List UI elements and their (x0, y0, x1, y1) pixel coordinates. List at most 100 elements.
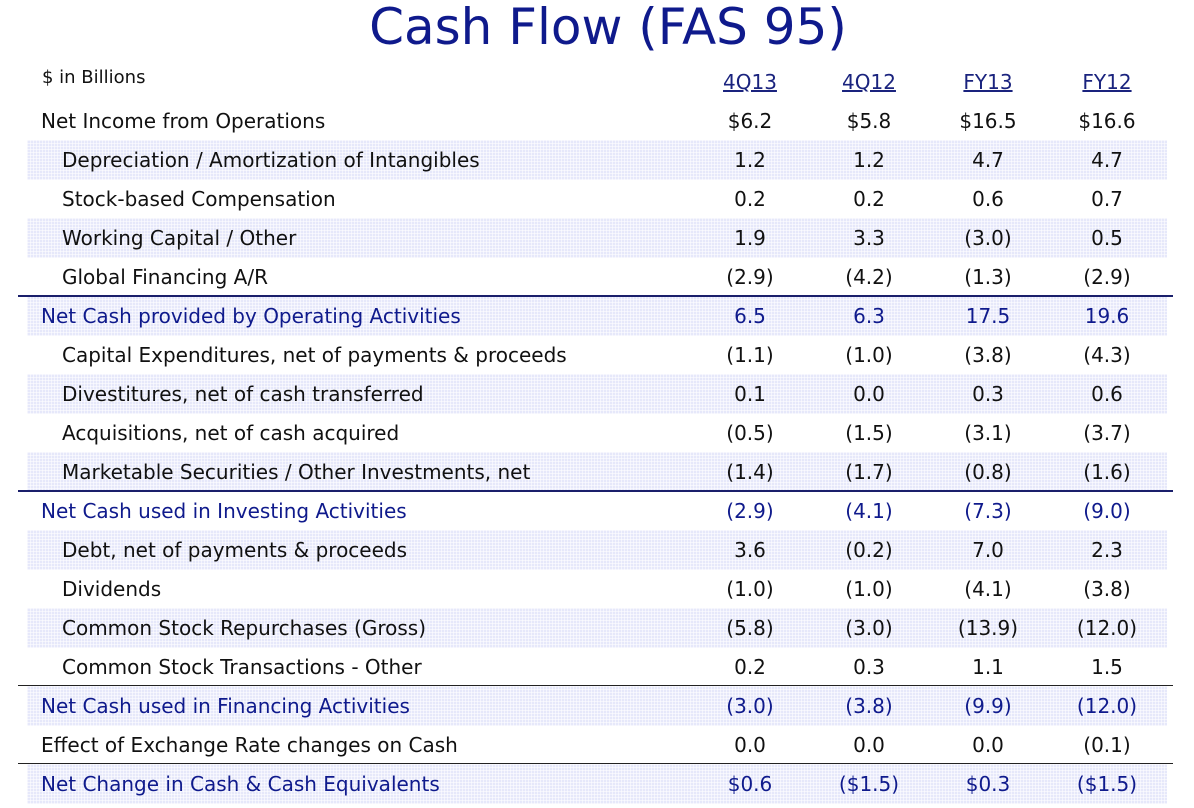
cell-fy13: (7.3) (964, 499, 1012, 523)
cell-fy13: 0.0 (972, 733, 1004, 757)
cell-fy12: 0.5 (1091, 226, 1123, 250)
cell-fy12: ($1.5) (1076, 772, 1138, 796)
cell-4q12: 3.3 (853, 226, 885, 250)
cell-4q12: (3.0) (845, 616, 893, 640)
section-divider (18, 490, 1173, 492)
table-row: Global Financing A/R (2.9) (4.2) (1.3) (2.9) (27, 257, 1167, 297)
row-label: Capital Expenditures, net of payments & … (62, 343, 567, 367)
cell-4q12: (1.5) (845, 421, 893, 445)
page-title: Cash Flow (FAS 95) (369, 0, 847, 56)
cell-fy13: (1.3) (964, 265, 1012, 289)
cell-fy13: (3.1) (964, 421, 1012, 445)
cell-4q12: 0.2 (853, 187, 885, 211)
row-label: Marketable Securities / Other Investment… (62, 460, 531, 484)
row-label: Acquisitions, net of cash acquired (62, 421, 400, 445)
cell-fy12: 4.7 (1091, 148, 1123, 172)
cell-4q13: $0.6 (727, 772, 773, 796)
row-label: Divestitures, net of cash transferred (62, 382, 424, 406)
table-row: Effect of Exchange Rate changes on Cash 0… (27, 725, 1167, 765)
cell-4q13: 1.2 (734, 148, 766, 172)
cell-4q12: ($1.5) (838, 772, 900, 796)
cell-fy12: 19.6 (1084, 304, 1130, 328)
table-row: Acquisitions, net of cash acquired (0.5) (… (27, 413, 1167, 453)
cell-4q12: (4.1) (845, 499, 893, 523)
column-header-4q12: 4Q12 (842, 70, 896, 94)
table-row: Net Income from Operations $6.2 $5.8 $16.5 $… (27, 101, 1167, 141)
row-label: Net Change in Cash & Cash Equivalents (41, 772, 440, 796)
cell-fy12: (12.0) (1076, 694, 1138, 718)
table-row: Common Stock Repurchases (Gross) (5.8) (3.… (27, 608, 1167, 648)
units-label: $ in Billions (42, 67, 146, 88)
row-label: Working Capital / Other (62, 226, 297, 250)
table-row-total: Net Change in Cash & Cash Equivalents $0.… (27, 764, 1167, 804)
row-label: Dividends (62, 577, 162, 601)
section-divider (18, 763, 1173, 764)
cell-fy12: (3.8) (1083, 577, 1131, 601)
cell-4q13: 0.2 (734, 655, 766, 679)
cell-4q13: 3.6 (734, 538, 766, 562)
table-row: Working Capital / Other 1.9 3.3 (3.0) 0.5 (27, 218, 1167, 258)
cell-fy13: 7.0 (972, 538, 1004, 562)
cell-4q12: 6.3 (853, 304, 885, 328)
cell-4q12: (0.2) (845, 538, 893, 562)
cell-fy13: (13.9) (957, 616, 1019, 640)
cell-fy13: $16.5 (959, 109, 1017, 133)
row-label: Global Financing A/R (62, 265, 268, 289)
row-label: Net Cash used in Investing Activities (41, 499, 407, 523)
cell-fy13: $0.3 (965, 772, 1011, 796)
cell-4q13: (1.4) (726, 460, 774, 484)
row-label: Stock-based Compensation (62, 187, 336, 211)
cell-4q12: 0.0 (853, 733, 885, 757)
cell-4q13: (2.9) (726, 499, 774, 523)
column-header-fy12: FY12 (1082, 70, 1132, 94)
row-label: Net Income from Operations (41, 109, 326, 133)
cell-4q13: (0.5) (726, 421, 774, 445)
cell-4q13: (3.0) (726, 694, 774, 718)
cell-4q13: (5.8) (726, 616, 774, 640)
cell-4q12: (1.7) (845, 460, 893, 484)
cell-4q13: 0.2 (734, 187, 766, 211)
cell-fy13: 1.1 (972, 655, 1004, 679)
cell-4q13: 0.1 (734, 382, 766, 406)
cell-4q12: (4.2) (845, 265, 893, 289)
table-row: Capital Expenditures, net of payments & … (27, 335, 1167, 375)
cell-fy12: (2.9) (1083, 265, 1131, 289)
cell-fy13: (3.8) (964, 343, 1012, 367)
table-row: Debt, net of payments & proceeds 3.6 (0.2)… (27, 530, 1167, 570)
section-divider (18, 295, 1173, 297)
cell-fy13: 4.7 (972, 148, 1004, 172)
row-label: Depreciation / Amortization of Intangibl… (62, 148, 480, 172)
row-label: Net Cash provided by Operating Activitie… (41, 304, 461, 328)
table-row: Dividends (1.0) (1.0) (4.1) (3.8) (27, 569, 1167, 609)
cell-fy13: 0.6 (972, 187, 1004, 211)
cell-4q12: 0.0 (853, 382, 885, 406)
cell-fy13: (4.1) (964, 577, 1012, 601)
table-row: Stock-based Compensation 0.2 0.2 0.6 0.7 (27, 179, 1167, 219)
cell-4q12: $5.8 (846, 109, 892, 133)
cell-fy13: 0.3 (972, 382, 1004, 406)
row-label: Net Cash used in Financing Activities (41, 694, 410, 718)
cell-fy13: 17.5 (965, 304, 1011, 328)
cell-fy12: (12.0) (1076, 616, 1138, 640)
cell-4q12: 0.3 (853, 655, 885, 679)
row-label: Common Stock Transactions - Other (62, 655, 422, 679)
cell-fy12: $16.6 (1078, 109, 1136, 133)
cell-fy13: (0.8) (964, 460, 1012, 484)
cell-4q12: (1.0) (845, 343, 893, 367)
cell-fy12: (4.3) (1083, 343, 1131, 367)
table-row-total: Net Cash used in Investing Activities (2.… (27, 491, 1167, 531)
cell-4q13: (2.9) (726, 265, 774, 289)
table-row: Marketable Securities / Other Investment… (27, 452, 1167, 492)
table-row: Common Stock Transactions - Other 0.2 0.3 1… (27, 647, 1167, 687)
cell-fy13: (3.0) (964, 226, 1012, 250)
table-row-total: Net Cash used in Financing Activities (3.… (27, 686, 1167, 726)
cell-fy12: (1.6) (1083, 460, 1131, 484)
cell-4q13: (1.0) (726, 577, 774, 601)
cell-4q12: (1.0) (845, 577, 893, 601)
section-divider (18, 685, 1173, 686)
cell-fy12: (0.1) (1083, 733, 1131, 757)
cell-fy12: 2.3 (1091, 538, 1123, 562)
cell-4q13: 0.0 (734, 733, 766, 757)
cell-fy12: (9.0) (1083, 499, 1131, 523)
cell-4q12: (3.8) (845, 694, 893, 718)
